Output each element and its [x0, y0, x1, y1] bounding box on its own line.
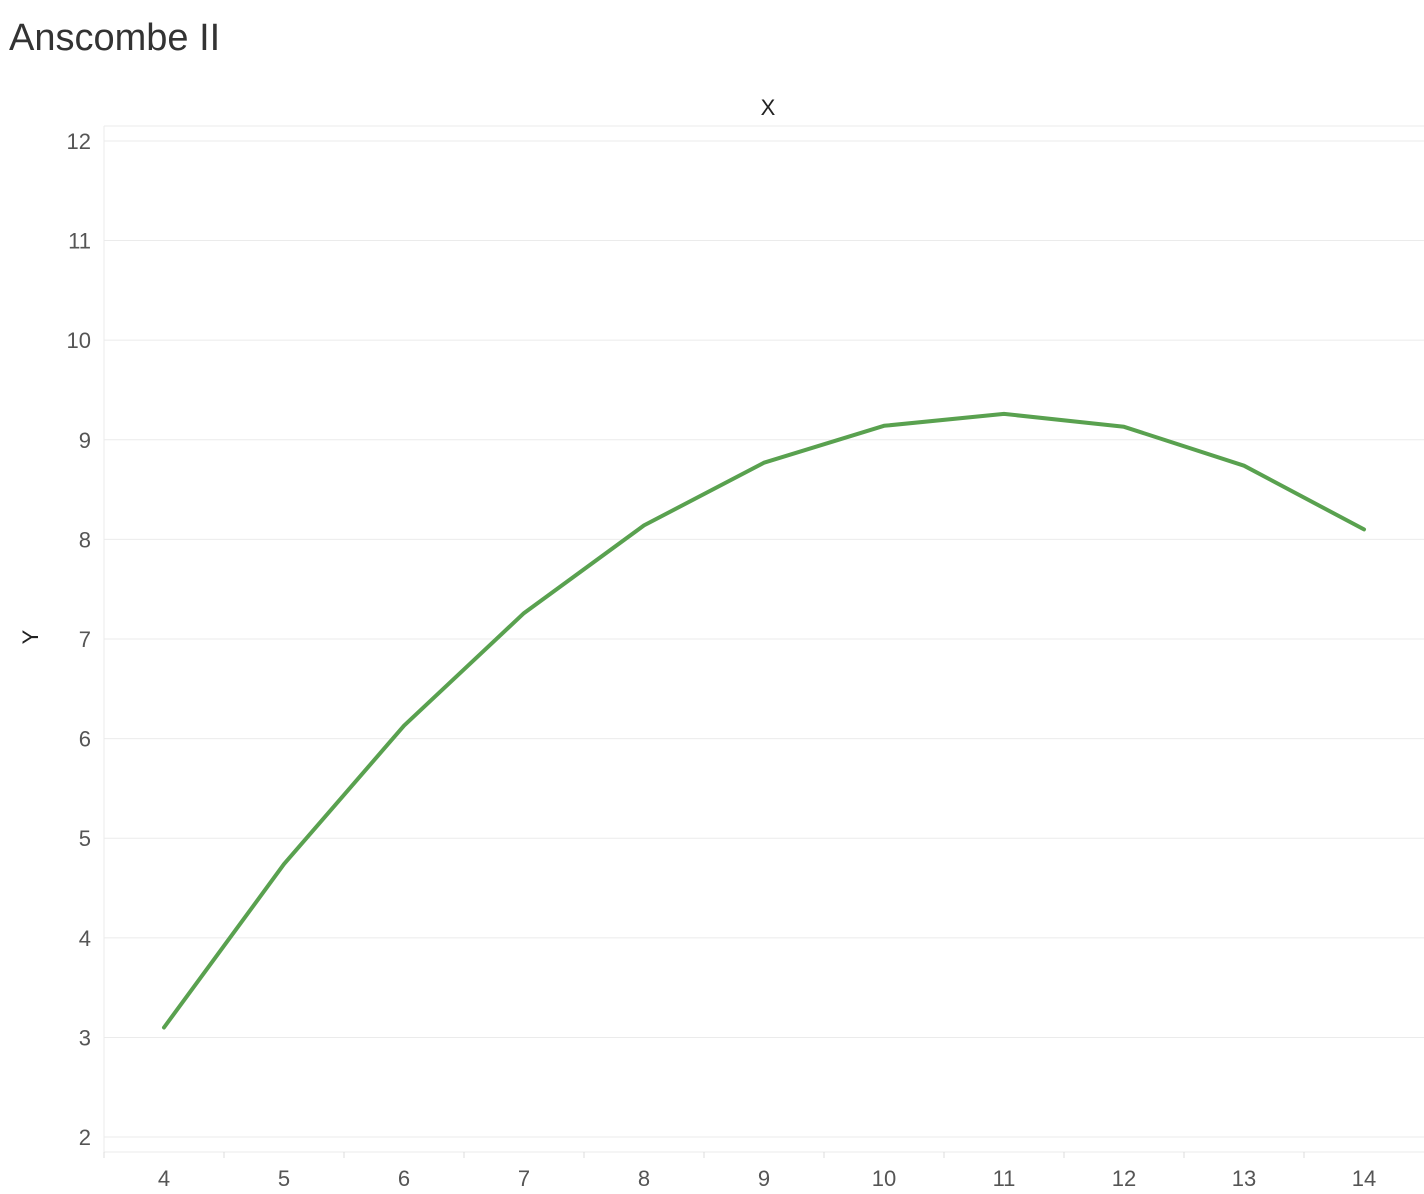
tick-labels: 2 3 4 5 6 7 8 9 10 11 12 4 5 6 7 8 9 10 11 12 13 14 — [67, 129, 1377, 1191]
series-layer — [162, 411, 1366, 1030]
y-tick-label: 4 — [79, 926, 91, 951]
x-axis-title: X — [761, 95, 776, 120]
x-tick-label: 9 — [758, 1166, 770, 1191]
x-tick-label: 12 — [1112, 1166, 1136, 1191]
axes — [103, 125, 1424, 1158]
y-tick-label: 11 — [68, 229, 91, 254]
x-tick-label: 8 — [638, 1166, 650, 1191]
y-tick-label: 5 — [79, 826, 91, 851]
y-tick-label: 9 — [79, 428, 91, 453]
x-tick-label: 5 — [278, 1166, 290, 1191]
y-tick-label: 12 — [67, 129, 91, 154]
gridlines — [104, 140, 1424, 1138]
chart-title: Anscombe II — [9, 17, 221, 59]
y-tick-label: 10 — [67, 328, 91, 353]
series-line — [162, 411, 1366, 1030]
x-tick-label: 13 — [1232, 1166, 1256, 1191]
x-tick-label: 4 — [158, 1166, 170, 1191]
x-tick-label: 6 — [398, 1166, 410, 1191]
y-tick-label: 7 — [79, 627, 91, 652]
x-tick-label: 10 — [872, 1166, 896, 1191]
x-tick-label: 14 — [1352, 1166, 1376, 1191]
y-axis-title: Y — [18, 629, 43, 644]
y-tick-label: 3 — [79, 1025, 91, 1050]
y-tick-label: 6 — [79, 727, 91, 752]
y-tick-label: 8 — [79, 527, 91, 552]
y-tick-label: 2 — [79, 1125, 91, 1150]
x-tick-label: 7 — [518, 1166, 530, 1191]
x-tick-label: 11 — [993, 1166, 1016, 1191]
